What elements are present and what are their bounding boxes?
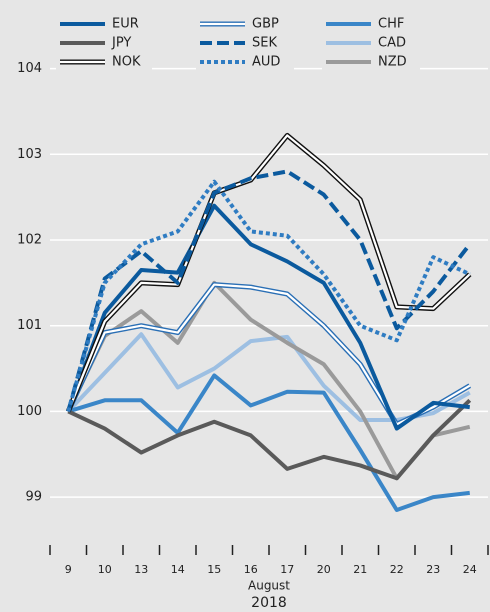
x-tick-label: 22	[390, 563, 404, 576]
x-axis-label: 2018	[251, 595, 287, 611]
legend-label: NZD	[378, 55, 407, 70]
legend-label: AUD	[252, 55, 280, 70]
x-tick-label: 13	[134, 563, 148, 576]
x-tick-label: 9	[65, 563, 72, 576]
y-tick-label: 103	[17, 147, 42, 162]
x-tick-label: 17	[280, 563, 294, 576]
series-line-inner	[67, 134, 471, 412]
series-line	[65, 132, 472, 413]
legend-label: CHF	[378, 17, 404, 32]
x-tick-label: 20	[317, 563, 331, 576]
x-tick-label: 23	[426, 563, 440, 576]
x-tick-label: 14	[171, 563, 185, 576]
x-tick-label: 24	[463, 563, 477, 576]
series-line	[66, 169, 472, 412]
series-line	[67, 373, 470, 512]
legend-label: SEK	[252, 36, 277, 51]
y-tick-label: 104	[17, 61, 42, 76]
y-tick-label: 99	[25, 490, 42, 505]
series-line	[66, 203, 470, 431]
legend-label: GBP	[252, 17, 279, 32]
legend-label: EUR	[112, 17, 139, 32]
series-line	[67, 398, 472, 481]
x-tick-label: 10	[98, 563, 112, 576]
series-line	[66, 280, 471, 481]
series-line	[66, 179, 471, 412]
y-tick-label: 100	[17, 404, 42, 419]
x-tick-label: 21	[353, 563, 367, 576]
x-tick-label: 16	[244, 563, 258, 576]
x-axis-label: August	[248, 579, 290, 593]
series-line-inner	[67, 283, 471, 426]
series-line	[66, 332, 471, 422]
x-tick-label: 15	[207, 563, 221, 576]
legend-label: NOK	[112, 55, 141, 70]
y-tick-label: 101	[17, 318, 42, 333]
legend-label: CAD	[378, 36, 406, 51]
y-tick-label: 102	[17, 233, 42, 248]
legend-label: JPY	[111, 36, 131, 51]
